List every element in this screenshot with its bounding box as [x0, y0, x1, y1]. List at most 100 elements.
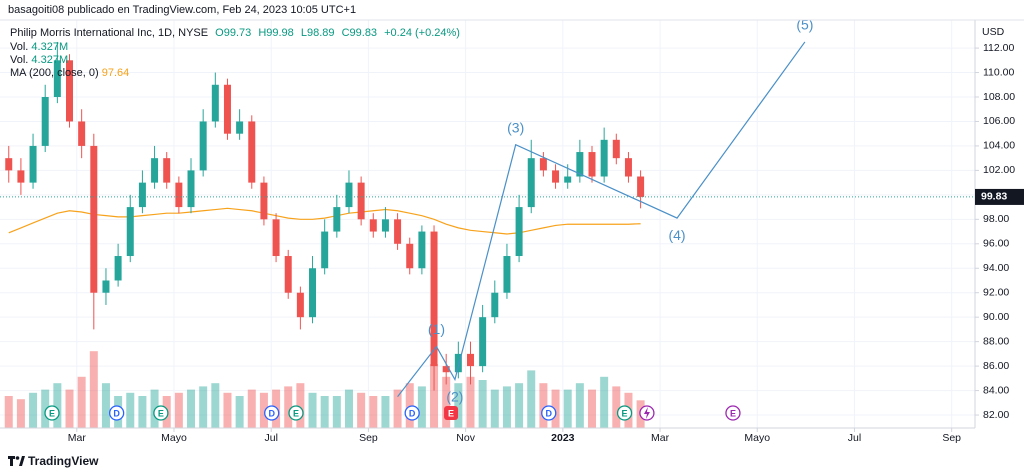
volume-bar [77, 376, 86, 428]
candle-body [66, 60, 74, 122]
ma-value: 97.64 [102, 67, 130, 79]
candle-body [369, 219, 377, 232]
volume-bar [478, 380, 487, 428]
candle-body [527, 158, 535, 208]
volume-bar [527, 370, 536, 428]
candle-body [138, 182, 146, 208]
volume-bar [344, 389, 353, 428]
candle-body [260, 182, 268, 220]
candle-body [53, 60, 61, 98]
x-tick-label: Sep [359, 432, 378, 444]
volume-bar [539, 383, 548, 428]
x-tick-label: Sep [942, 432, 961, 444]
y-tick-label: 86.00 [983, 360, 1009, 372]
candle-body [236, 121, 244, 134]
volume-bar [369, 396, 378, 428]
volume-bar [357, 392, 366, 428]
ma-line [8, 207, 641, 235]
volume-bar [405, 383, 414, 428]
y-tick-label: 84.00 [983, 384, 1009, 396]
y-tick-label: 104.00 [983, 140, 1015, 152]
candle-body [309, 268, 317, 318]
vol-label: Vol. [10, 41, 28, 53]
volume-bar [223, 392, 232, 428]
candle-body [479, 317, 487, 367]
candle-body [637, 176, 645, 197]
y-tick-label: 110.00 [983, 66, 1014, 78]
x-tick-label: Nov [456, 432, 475, 444]
volume-bar [442, 376, 451, 428]
volume-bar [259, 392, 268, 428]
vol-value: 4.327M [31, 41, 68, 53]
wave-label: (4) [668, 227, 685, 243]
volume-bar [417, 386, 426, 428]
wave-line [397, 41, 806, 398]
volume-bar [101, 383, 110, 428]
volume-bar [320, 396, 329, 428]
y-tick-label: 102.00 [983, 164, 1015, 176]
ma-label: MA (200, close, 0) [10, 67, 99, 79]
change: +0.24 (+0.24%) [384, 27, 460, 39]
candle-body [564, 176, 572, 183]
candle-body [199, 121, 207, 171]
candle-body [29, 145, 37, 183]
x-tick-label: 2023 [551, 432, 575, 444]
volume-bar [29, 392, 38, 428]
event-label: E [293, 408, 299, 418]
event-marker [44, 405, 60, 421]
candle-body [357, 182, 365, 220]
candle-body [539, 158, 547, 171]
volume-bar [490, 389, 499, 428]
candle-body [296, 292, 304, 318]
volume-bar [174, 392, 183, 428]
event-marker [725, 405, 741, 421]
volume-bar [575, 383, 584, 428]
volume-bar [502, 386, 511, 428]
candle-body [430, 231, 438, 367]
candle-body [223, 84, 231, 134]
x-tick-label: Mayo [744, 432, 770, 444]
last-price-label: 99.83 [981, 191, 1007, 203]
wave-label: (2) [446, 388, 463, 404]
event-marker [444, 406, 459, 420]
volume-bar [515, 383, 524, 428]
symbol: Philip Morris International Inc, 1D, NYS… [10, 27, 208, 39]
volume-bar [454, 383, 463, 428]
candle-body [5, 158, 13, 171]
y-tick-label: 98.00 [983, 213, 1009, 225]
y-tick-label: 96.00 [983, 238, 1009, 250]
x-tick-label: Mar [68, 432, 87, 444]
grid [0, 20, 975, 428]
event-label: D [545, 408, 552, 418]
candle-body [418, 231, 426, 269]
split-icon [643, 407, 650, 419]
candle-body [211, 84, 219, 122]
vol-legend: Vol. 4.327M [10, 41, 68, 53]
candle-body [126, 207, 134, 257]
candle-body [503, 256, 511, 293]
volume-bar [41, 389, 50, 428]
candle-body [442, 366, 450, 373]
candle-body [248, 121, 256, 183]
candle-body [381, 219, 389, 232]
event-marker [616, 405, 633, 421]
candle-body [187, 170, 195, 208]
close: C99.83 [342, 27, 377, 39]
volume-bar [393, 389, 402, 428]
y-tick-label: 94.00 [983, 262, 1009, 274]
candle-body [321, 231, 329, 269]
y-tick-label: 90.00 [983, 311, 1009, 323]
event-marker [404, 405, 420, 421]
event-label: E [158, 408, 164, 418]
volume-bar [284, 386, 293, 428]
candle-body [90, 145, 98, 293]
vol-label: Vol. [10, 54, 28, 66]
vol-legend: Vol. 4.327M [10, 54, 68, 66]
volume-bar [235, 396, 244, 428]
event-label: E [622, 408, 628, 418]
candle-body [163, 158, 171, 183]
volume-bar [53, 383, 62, 428]
volume-bar [199, 386, 208, 428]
high: H99.98 [258, 27, 293, 39]
